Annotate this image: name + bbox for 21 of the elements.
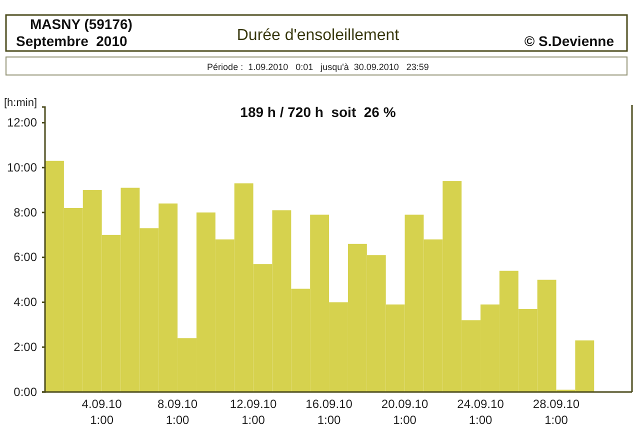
y-tick-label: 12:00: [6, 116, 38, 130]
y-tick-label: 0:00: [14, 384, 38, 399]
chart-title: Durée d'ensoleillement: [236, 27, 400, 44]
y-axis-title: [h:min]: [4, 97, 38, 109]
x-tick-label: 4.09.10 1:00: [82, 397, 122, 427]
text: Septembre 2010: [16, 33, 128, 49]
x-tick-label: 20.09.10 1:00: [381, 397, 428, 427]
chart-subtitle: Période : 1.09.2010 0:01 jusqu'à 30.09.2010 23:59: [207, 62, 429, 72]
y-tick-label: 4:00: [14, 295, 38, 310]
x-tick-label: 24.09.10 1:00: [457, 397, 504, 427]
text: © S.Devienne: [524, 33, 614, 49]
x-tick-label: 12.09.10 1:00: [230, 397, 277, 427]
text: MASNY (59176): [30, 16, 132, 32]
y-tick-label: 6:00: [14, 250, 38, 264]
y-tick-label: 10:00: [6, 160, 38, 174]
y-tick-label: 8:00: [14, 205, 38, 220]
y-tick-label: 2:00: [14, 340, 38, 354]
x-tick-label: 28.09.10 1:00: [532, 397, 580, 427]
x-tick-label: 8.09.10 1:00: [158, 397, 198, 427]
x-tick-label: 16.09.10 1:00: [306, 397, 353, 427]
annotation: 189 h / 720 h soit 26 %: [240, 104, 396, 120]
